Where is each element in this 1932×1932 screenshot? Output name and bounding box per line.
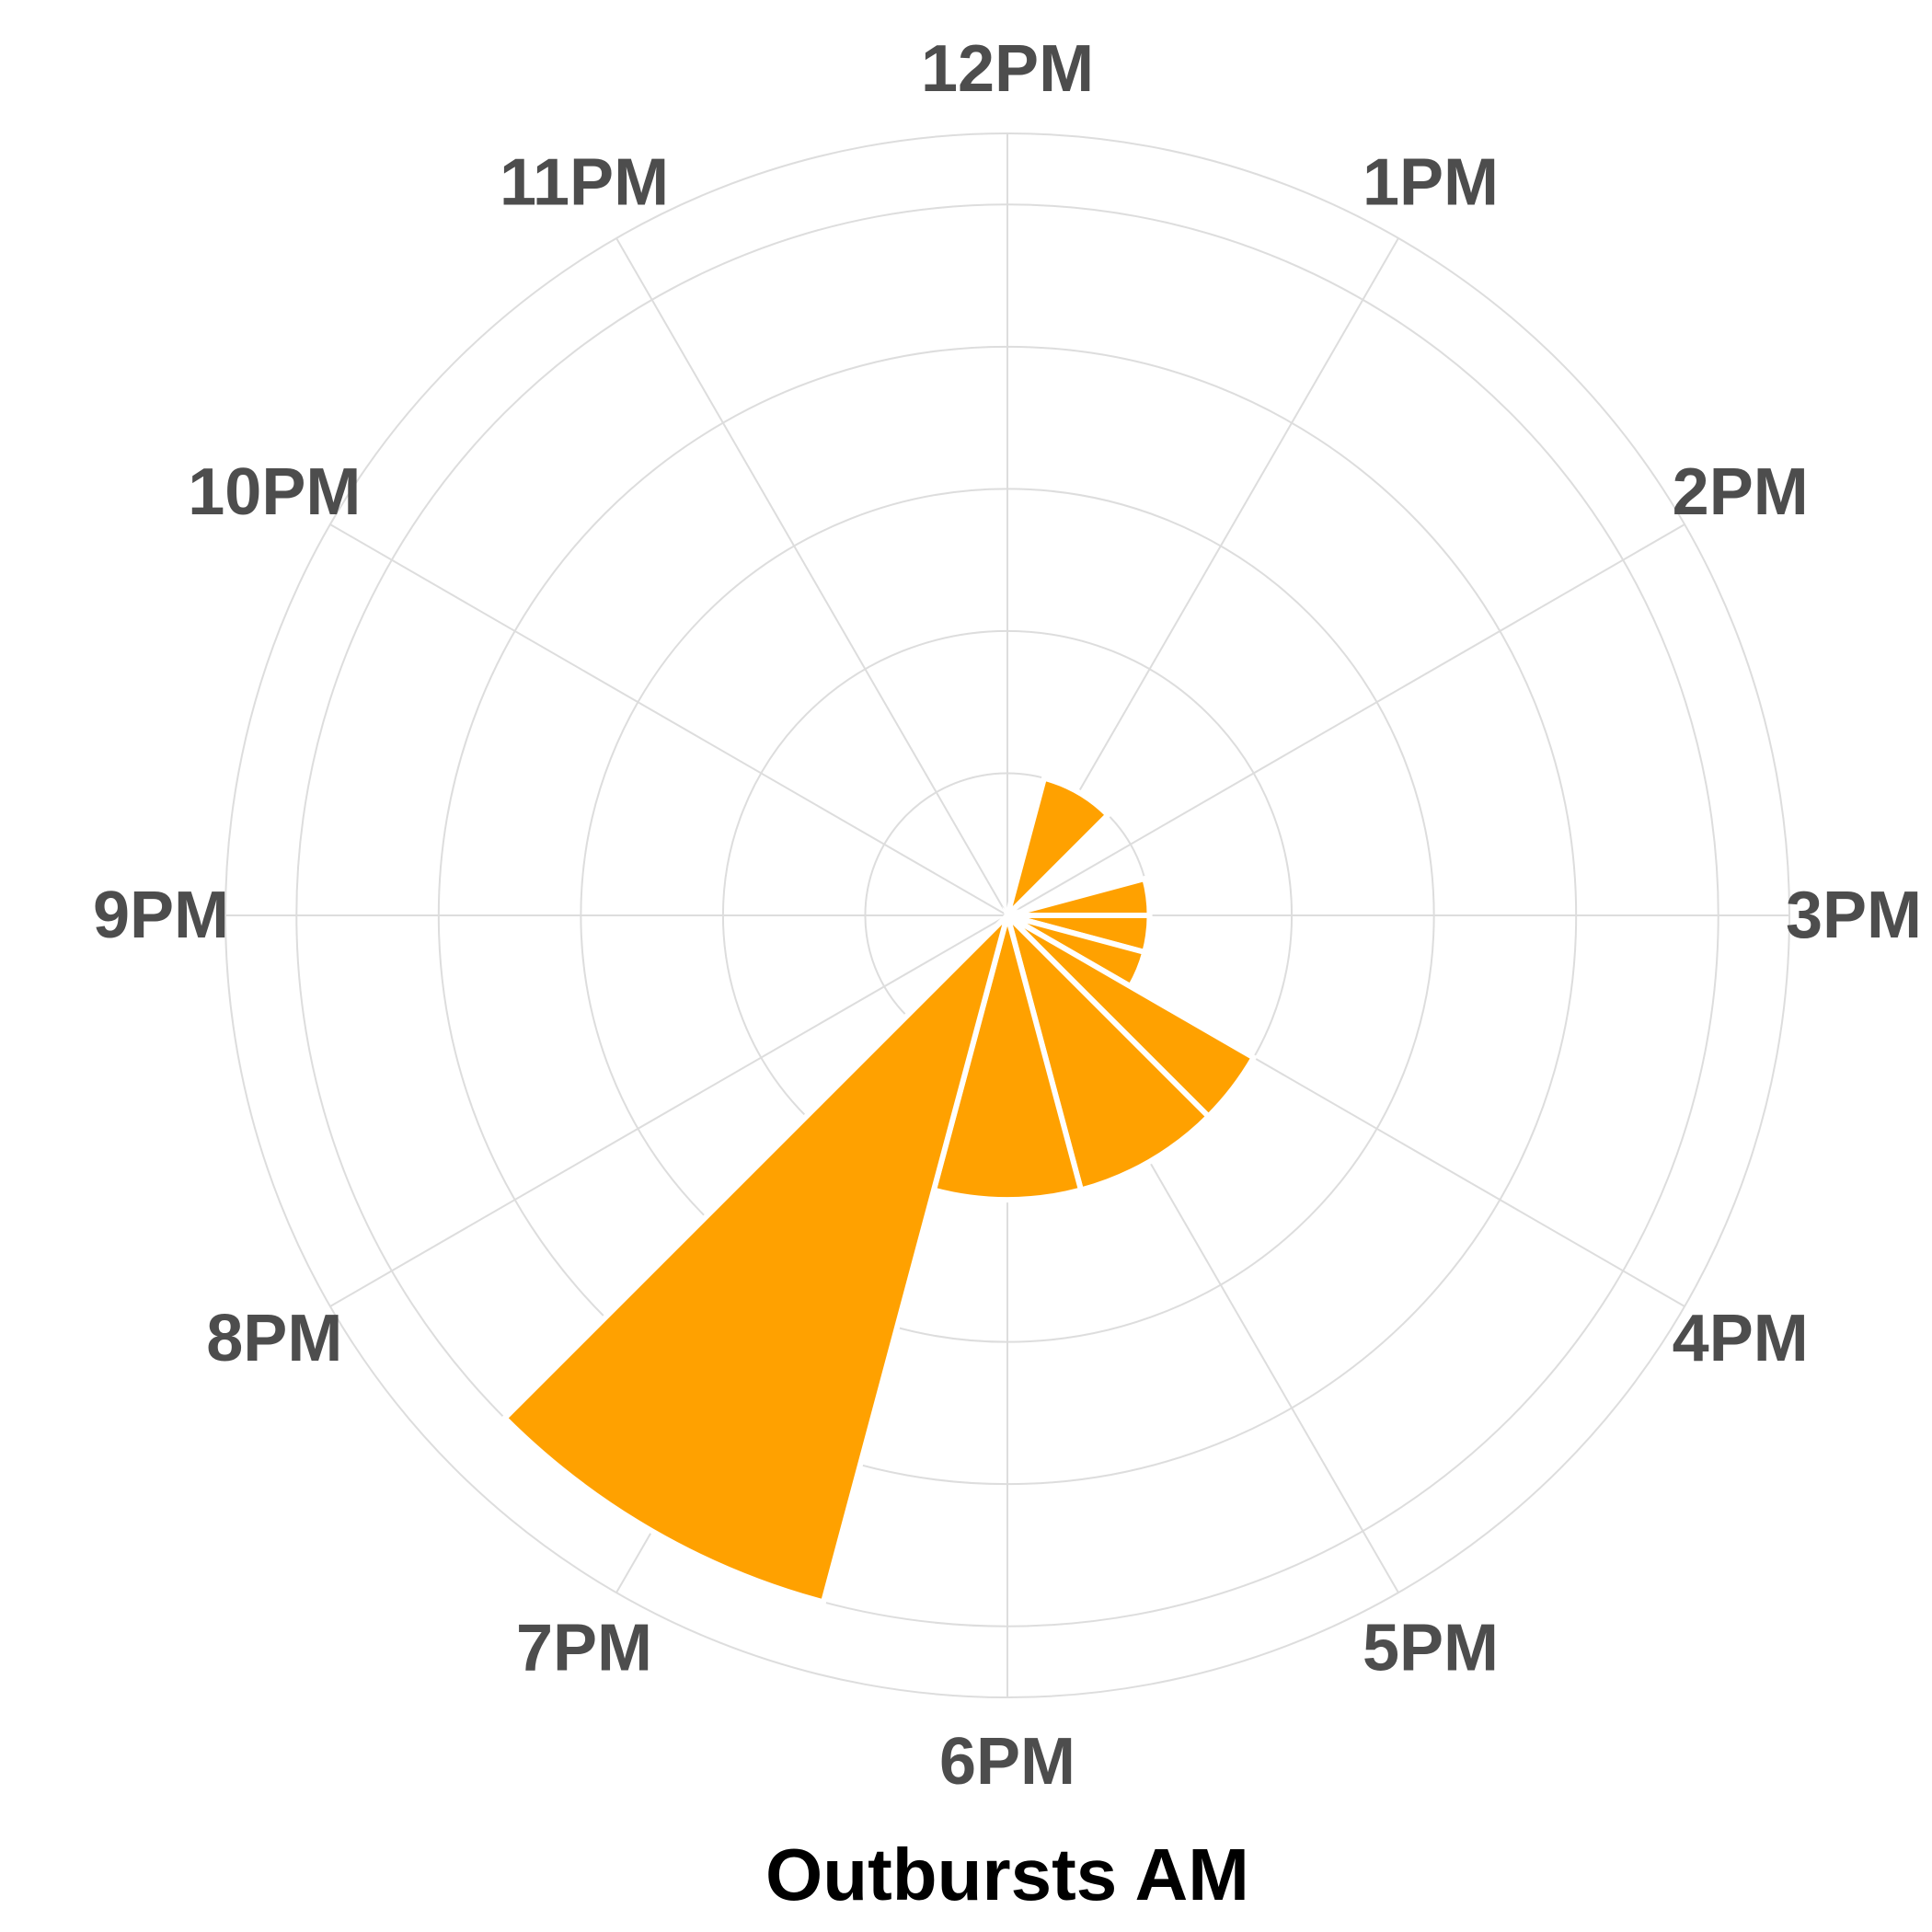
x-axis-label: Outbursts AM [765, 1834, 1249, 1915]
label-layer: 12PM 1PM 2PM 3PM 4PM 5PM 6PM 7PM 8PM 9PM 10PM 11PM [93, 32, 1922, 1799]
grid-spoke [329, 914, 1008, 1307]
hour-label-1pm: 1PM [1363, 145, 1499, 219]
hour-label-8pm: 8PM [206, 1302, 342, 1375]
bar-segment-8 [500, 905, 1013, 1606]
grid-spoke [615, 237, 1008, 916]
bar-layer [500, 775, 1258, 1606]
hour-label-4pm: 4PM [1673, 1302, 1809, 1375]
bar-segment-1 [1002, 775, 1112, 926]
hour-label-11pm: 11PM [500, 145, 669, 219]
grid-spoke [329, 523, 1008, 916]
hour-label-10pm: 10PM [188, 455, 361, 529]
hour-label-6pm: 6PM [939, 1725, 1075, 1799]
bar-segment-7 [930, 904, 1085, 1203]
grid-spoke [1006, 523, 1685, 916]
hour-label-5pm: 5PM [1363, 1612, 1499, 1685]
hour-label-12pm: 12PM [921, 32, 1094, 106]
bar-segment-6 [1002, 905, 1213, 1194]
hour-label-7pm: 7PM [516, 1612, 652, 1685]
hour-label-3pm: 3PM [1786, 879, 1922, 952]
hour-label-2pm: 2PM [1673, 455, 1809, 529]
hour-label-9pm: 9PM [93, 879, 229, 952]
